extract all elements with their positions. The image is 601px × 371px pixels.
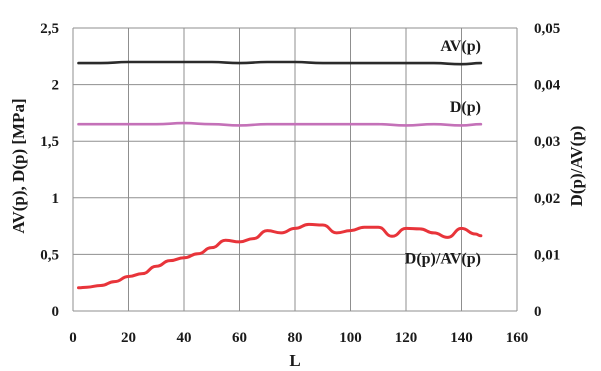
x-tick-label: 120 xyxy=(395,330,418,346)
y-right-tick-label: 0,02 xyxy=(534,191,560,207)
y-left-tick-label: 2,5 xyxy=(40,21,59,37)
y-right-tick-label: 0,01 xyxy=(534,247,560,263)
y-right-axis-title: D(p)/AV(p) xyxy=(567,126,586,207)
x-tick-label: 20 xyxy=(121,330,136,346)
x-tick-label: 40 xyxy=(177,330,192,346)
series-line-av-p xyxy=(77,60,483,66)
x-axis-title: L xyxy=(289,351,300,370)
y-left-tick-label: 2 xyxy=(52,78,60,94)
series-line-d-p xyxy=(77,121,483,127)
series-labels: AV(p) D(p) D(p)/AV(p) xyxy=(405,38,481,268)
gridlines xyxy=(72,27,518,312)
x-tick-label: 0 xyxy=(69,330,77,346)
y-left-tick-label: 0,5 xyxy=(40,247,59,263)
y-right-tick-label: 0,04 xyxy=(534,78,561,94)
series-label-av-p: AV(p) xyxy=(440,38,481,55)
series-line-d-p-av-p xyxy=(77,222,483,290)
x-tick-label: 80 xyxy=(288,330,303,346)
series-layer xyxy=(77,60,483,290)
x-tick-label: 60 xyxy=(232,330,247,346)
y-right-tick-label: 0 xyxy=(534,304,542,320)
x-tick-label: 100 xyxy=(339,330,362,346)
y-right-tick-label: 0,05 xyxy=(534,21,560,37)
x-tick-label: 160 xyxy=(506,330,529,346)
y-left-tick-label: 1,5 xyxy=(40,134,59,150)
x-tick-label: 140 xyxy=(450,330,473,346)
series-label-d-p: D(p) xyxy=(450,99,481,116)
y-left-tick-label: 0 xyxy=(52,304,60,320)
series-label-d-p-av-p: D(p)/AV(p) xyxy=(405,251,481,268)
y-left-tick-label: 1 xyxy=(52,191,60,207)
y-left-axis-title: AV(p), D(p) [MPa] xyxy=(9,98,28,233)
y-right-tick-label: 0,03 xyxy=(534,134,560,150)
